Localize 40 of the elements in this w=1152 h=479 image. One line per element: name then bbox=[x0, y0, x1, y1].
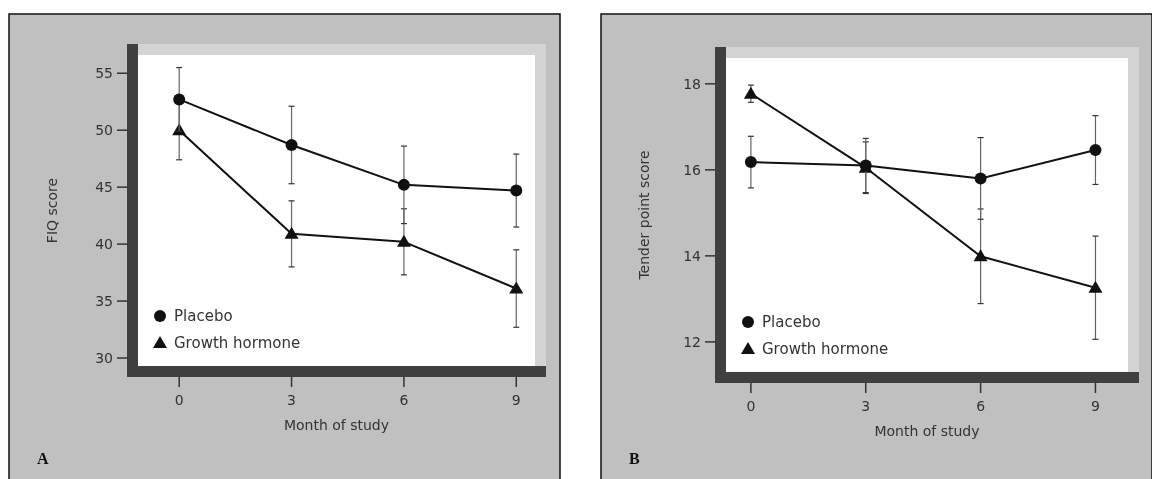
x-tick-label: 0 bbox=[746, 398, 756, 414]
text: B bbox=[629, 450, 640, 467]
point bbox=[744, 156, 757, 169]
point bbox=[1089, 144, 1102, 157]
y-tick-label: 18 bbox=[683, 75, 701, 92]
point bbox=[173, 93, 186, 106]
legend-label: Placebo bbox=[174, 307, 233, 326]
y-tick-label: 14 bbox=[683, 247, 702, 264]
legend-label: Placebo bbox=[762, 313, 821, 332]
y-tick-label: 16 bbox=[683, 161, 702, 178]
point bbox=[284, 226, 299, 239]
y-tick-label: 12 bbox=[683, 333, 701, 350]
x-tick-label: 6 bbox=[976, 398, 986, 414]
x-tick-label: 9 bbox=[511, 392, 521, 408]
x-tick-label: 3 bbox=[287, 392, 297, 408]
y-tick-label: 30 bbox=[95, 349, 113, 366]
y-tick-label: 45 bbox=[95, 179, 113, 196]
y-axis-title: FIQ score bbox=[44, 177, 60, 244]
x-tick-label: 9 bbox=[1091, 398, 1100, 414]
point bbox=[509, 281, 524, 294]
x-tick-label: 6 bbox=[399, 392, 409, 408]
y-tick-label: 35 bbox=[95, 292, 113, 309]
legend-label: Growth hormone bbox=[762, 340, 889, 359]
text: A bbox=[37, 450, 49, 467]
y-tick-label: 55 bbox=[95, 65, 113, 82]
point bbox=[973, 249, 988, 262]
x-axis-title: Month of study bbox=[283, 417, 390, 433]
x-tick-label: 0 bbox=[174, 392, 184, 408]
y-axis-title: Tender point score bbox=[636, 150, 652, 281]
point bbox=[510, 184, 523, 197]
x-tick-label: 3 bbox=[861, 398, 871, 414]
point bbox=[397, 178, 410, 191]
point bbox=[285, 139, 298, 151]
point bbox=[974, 172, 987, 185]
legend-label: Growth hormone bbox=[174, 334, 301, 353]
point bbox=[1088, 280, 1103, 293]
y-tick-label: 40 bbox=[95, 236, 113, 253]
x-axis-title: Month of study bbox=[874, 423, 980, 439]
y-tick-label: 50 bbox=[95, 122, 113, 139]
point bbox=[396, 234, 411, 247]
